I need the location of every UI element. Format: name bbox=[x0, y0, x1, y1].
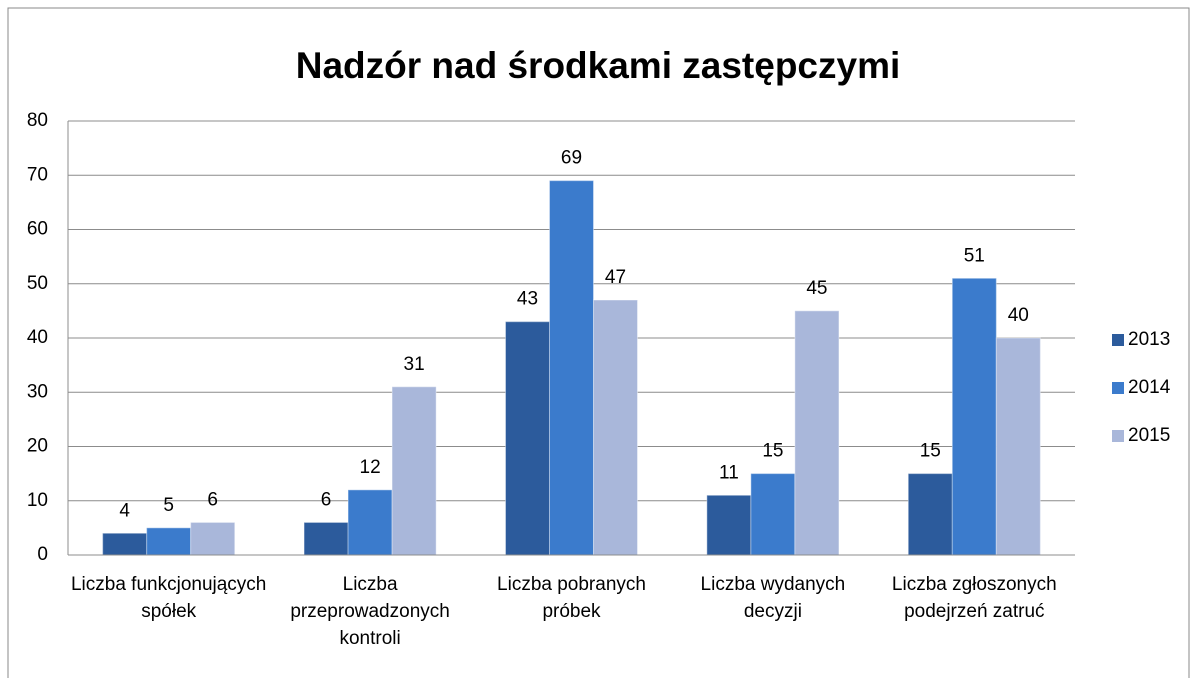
data-label: 4 bbox=[119, 500, 130, 521]
y-tick-label: 50 bbox=[27, 273, 48, 294]
y-tick-label: 0 bbox=[37, 544, 48, 565]
bar-shade bbox=[303, 521, 349, 556]
bar-shade bbox=[995, 337, 1041, 556]
data-label: 15 bbox=[762, 441, 783, 462]
legend-swatch bbox=[1112, 382, 1124, 394]
bar-shade bbox=[951, 277, 997, 556]
data-label: 6 bbox=[207, 489, 218, 510]
data-label: 12 bbox=[360, 457, 381, 478]
bar-shade bbox=[505, 321, 550, 556]
data-label: 6 bbox=[321, 489, 332, 510]
x-tick-label: Liczba funkcjonujących spółek bbox=[70, 574, 267, 622]
data-label: 45 bbox=[806, 278, 827, 299]
bar-shade bbox=[794, 310, 840, 556]
y-tick-label: 80 bbox=[27, 110, 48, 131]
bar-shade bbox=[706, 494, 752, 556]
y-tick-label: 10 bbox=[27, 490, 48, 511]
bar-shade bbox=[146, 527, 192, 556]
legend-label: 2014 bbox=[1128, 377, 1171, 398]
data-label: 51 bbox=[964, 245, 985, 266]
y-tick-label: 60 bbox=[27, 219, 48, 240]
chart-title: Nadzór nad środkami zastępczymi bbox=[296, 45, 901, 86]
bar-shade bbox=[750, 473, 796, 556]
data-label: 47 bbox=[605, 267, 626, 288]
legend-swatch bbox=[1112, 430, 1124, 442]
data-label: 5 bbox=[163, 495, 174, 516]
data-label: 40 bbox=[1008, 305, 1029, 326]
x-tick-label: Liczba przeprowadzonych kontroli bbox=[290, 574, 450, 649]
bar-shade bbox=[907, 473, 953, 556]
legend-swatch bbox=[1112, 334, 1124, 346]
data-label: 69 bbox=[561, 148, 582, 169]
bar-shade bbox=[391, 386, 437, 556]
y-tick-label: 70 bbox=[27, 164, 48, 185]
bar-shade bbox=[593, 299, 638, 556]
x-tick-label: Liczba wydanych decyzji bbox=[700, 574, 846, 622]
legend-label: 2013 bbox=[1128, 329, 1170, 350]
data-label: 11 bbox=[719, 462, 739, 483]
y-tick-label: 40 bbox=[27, 327, 48, 348]
y-tick-label: 30 bbox=[27, 381, 48, 402]
bar-shade bbox=[549, 180, 594, 556]
data-label: 31 bbox=[404, 354, 425, 375]
legend-label: 2015 bbox=[1128, 425, 1170, 446]
y-tick-label: 20 bbox=[27, 436, 48, 457]
bar-shade bbox=[347, 489, 393, 556]
data-label: 43 bbox=[517, 289, 538, 310]
data-label: 15 bbox=[920, 441, 941, 462]
x-tick-label: Liczba pobranych próbek bbox=[497, 574, 646, 622]
x-tick-label: Liczba zgłoszonych podejrzeń zatruć bbox=[891, 574, 1057, 622]
bar-shade bbox=[102, 532, 148, 556]
bar-shade bbox=[190, 521, 236, 556]
